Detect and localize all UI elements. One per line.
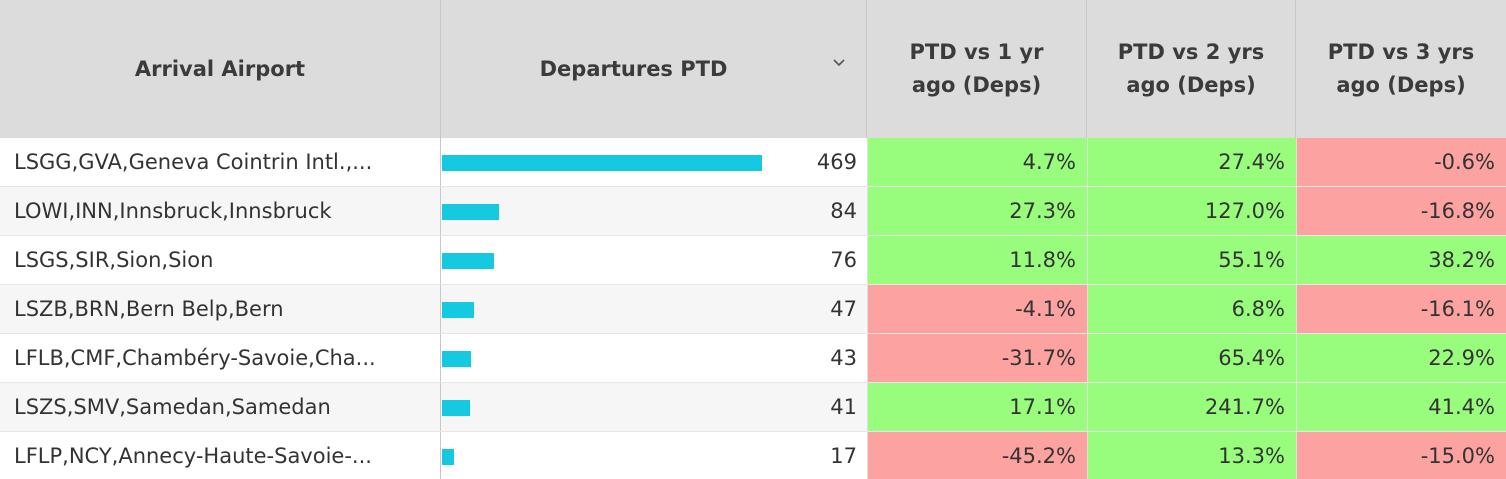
pct-vs-2yr-cell: 127.0% [1087, 187, 1296, 235]
pct-vs-3yr-cell: -0.6% [1296, 138, 1506, 186]
pct-vs-3yr-cell: 38.2% [1296, 236, 1506, 284]
pct-vs-1yr-cell: -31.7% [867, 334, 1087, 382]
departures-value: 43 [830, 346, 857, 370]
pct-vs-1yr-cell: 4.7% [867, 138, 1087, 186]
header-ptd-vs-1yr[interactable]: PTD vs 1 yr ago (Deps) [867, 0, 1087, 138]
departures-bar [442, 253, 494, 269]
chevron-down-icon[interactable] [832, 56, 846, 70]
departures-cell: 84 [441, 187, 867, 235]
pct-vs-1yr-cell: -4.1% [867, 285, 1087, 333]
header-arrival-airport[interactable]: Arrival Airport [0, 0, 441, 138]
departures-value: 17 [830, 444, 857, 468]
pct-vs-2yr-cell: 65.4% [1087, 334, 1296, 382]
departures-cell: 76 [441, 236, 867, 284]
departures-bar [442, 449, 454, 465]
pct-vs-1yr-cell: 11.8% [867, 236, 1087, 284]
departures-cell: 43 [441, 334, 867, 382]
departures-cell: 469 [441, 138, 867, 186]
header-arrival-airport-label: Arrival Airport [134, 56, 306, 81]
header-departures-ptd[interactable]: Departures PTD [441, 0, 867, 138]
pct-vs-3yr-cell: -16.8% [1296, 187, 1506, 235]
arrival-airport-cell: LFLP,NCY,Annecy-Haute-Savoie-... [0, 432, 441, 479]
header-2yr-label: PTD vs 2 yrs ago (Deps) [1117, 40, 1265, 97]
departures-bar [442, 302, 474, 318]
pct-vs-3yr-cell: 41.4% [1296, 383, 1506, 431]
header-1yr-label: PTD vs 1 yr ago (Deps) [909, 40, 1044, 97]
pct-vs-2yr-cell: 13.3% [1087, 432, 1296, 479]
header-departures-label: Departures PTD [539, 56, 728, 81]
arrival-airport-cell: LFLB,CMF,Chambéry-Savoie,Cha... [0, 334, 441, 382]
departures-value: 76 [830, 248, 857, 272]
table-row[interactable]: LSGS,SIR,Sion,Sion 76 11.8% 55.1% 38.2% [0, 236, 1506, 285]
departures-bar [442, 155, 762, 171]
pct-vs-2yr-cell: 241.7% [1087, 383, 1296, 431]
table-row[interactable]: LSGG,GVA,Geneva Cointrin Intl.,... 469 4… [0, 138, 1506, 187]
departures-cell: 47 [441, 285, 867, 333]
pct-vs-1yr-cell: -45.2% [867, 432, 1087, 479]
pct-vs-2yr-cell: 27.4% [1087, 138, 1296, 186]
departures-bar [442, 351, 471, 367]
header-ptd-vs-2yrs[interactable]: PTD vs 2 yrs ago (Deps) [1087, 0, 1296, 138]
departures-value: 84 [830, 199, 857, 223]
pct-vs-2yr-cell: 6.8% [1087, 285, 1296, 333]
table-row[interactable]: LSZS,SMV,Samedan,Samedan 41 17.1% 241.7%… [0, 383, 1506, 432]
table-header: Arrival Airport Departures PTD PTD vs 1 … [0, 0, 1506, 138]
pct-vs-3yr-cell: -16.1% [1296, 285, 1506, 333]
pct-vs-2yr-cell: 55.1% [1087, 236, 1296, 284]
pct-vs-1yr-cell: 17.1% [867, 383, 1087, 431]
pct-vs-3yr-cell: 22.9% [1296, 334, 1506, 382]
table-row[interactable]: LSZB,BRN,Bern Belp,Bern 47 -4.1% 6.8% -1… [0, 285, 1506, 334]
table-row[interactable]: LFLB,CMF,Chambéry-Savoie,Cha... 43 -31.7… [0, 334, 1506, 383]
departures-cell: 41 [441, 383, 867, 431]
departures-value: 469 [816, 150, 857, 174]
arrival-airport-cell: LSGS,SIR,Sion,Sion [0, 236, 441, 284]
table-row[interactable]: LOWI,INN,Innsbruck,Innsbruck 84 27.3% 12… [0, 187, 1506, 236]
departures-bar [442, 204, 499, 220]
header-3yr-label: PTD vs 3 yrs ago (Deps) [1327, 40, 1475, 97]
pct-vs-1yr-cell: 27.3% [867, 187, 1087, 235]
arrival-airport-cell: LSZS,SMV,Samedan,Samedan [0, 383, 441, 431]
departures-cell: 17 [441, 432, 867, 479]
table-row[interactable]: LFLP,NCY,Annecy-Haute-Savoie-... 17 -45.… [0, 432, 1506, 479]
departures-value: 41 [830, 395, 857, 419]
header-ptd-vs-3yrs[interactable]: PTD vs 3 yrs ago (Deps) [1296, 0, 1506, 138]
arrival-airport-cell: LSGG,GVA,Geneva Cointrin Intl.,... [0, 138, 441, 186]
departures-value: 47 [830, 297, 857, 321]
pct-vs-3yr-cell: -15.0% [1296, 432, 1506, 479]
departures-bar [442, 400, 470, 416]
table-body: LSGG,GVA,Geneva Cointrin Intl.,... 469 4… [0, 138, 1506, 479]
arrival-airport-cell: LSZB,BRN,Bern Belp,Bern [0, 285, 441, 333]
arrival-airport-cell: LOWI,INN,Innsbruck,Innsbruck [0, 187, 441, 235]
